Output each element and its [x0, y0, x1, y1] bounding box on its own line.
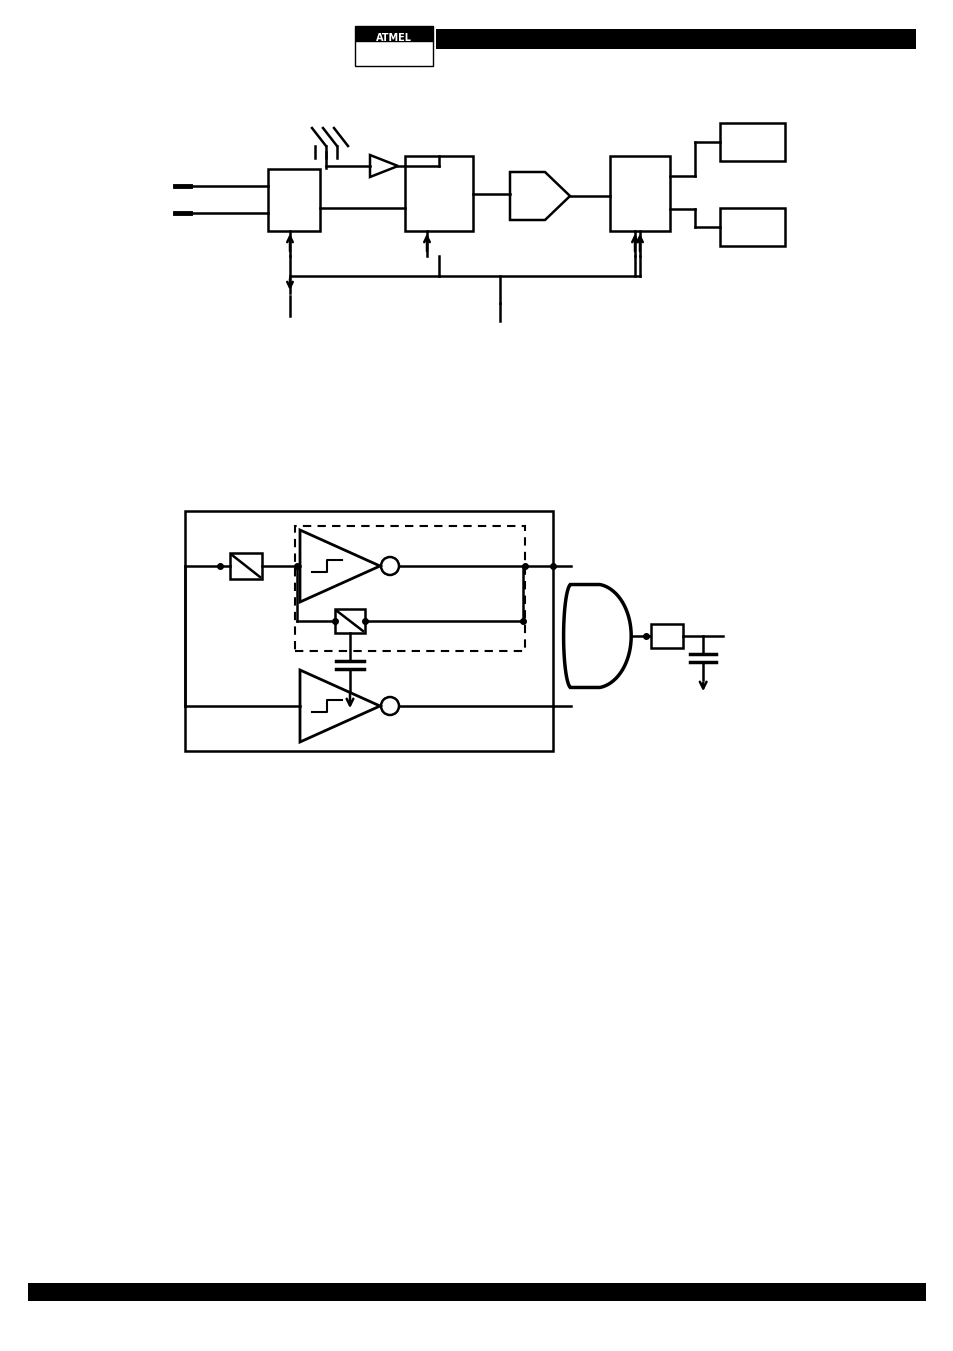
- Bar: [609, 155, 669, 231]
- Bar: [230, 553, 262, 580]
- Bar: [405, 155, 473, 231]
- Polygon shape: [355, 41, 433, 66]
- Bar: [28, 1283, 925, 1301]
- Bar: [720, 123, 784, 161]
- Polygon shape: [299, 530, 379, 603]
- Bar: [335, 609, 365, 634]
- Bar: [436, 28, 915, 49]
- Polygon shape: [563, 585, 631, 688]
- Bar: [720, 208, 784, 246]
- Bar: [185, 511, 553, 751]
- Text: ATMEL: ATMEL: [375, 32, 412, 43]
- Polygon shape: [299, 670, 379, 742]
- Bar: [268, 169, 319, 231]
- Bar: [294, 526, 524, 651]
- Polygon shape: [510, 172, 569, 220]
- Polygon shape: [355, 26, 433, 41]
- Polygon shape: [370, 155, 397, 177]
- Bar: [651, 624, 682, 648]
